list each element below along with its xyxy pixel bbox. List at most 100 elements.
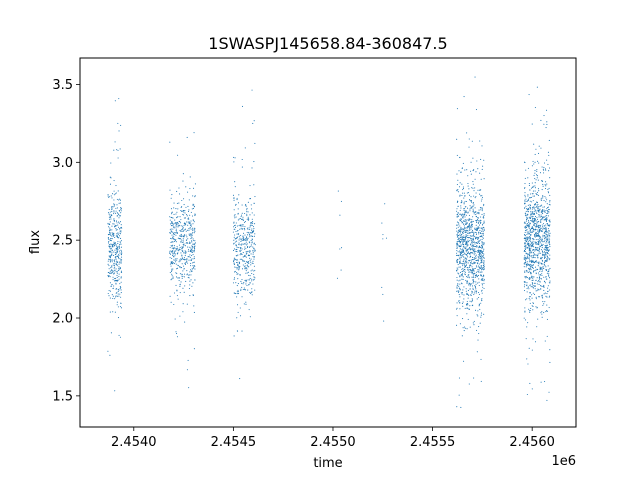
data-point xyxy=(191,228,193,230)
data-point xyxy=(481,261,483,263)
data-point xyxy=(533,270,535,272)
data-point xyxy=(533,223,535,225)
data-point xyxy=(183,204,185,206)
data-point xyxy=(111,254,113,256)
data-point xyxy=(465,262,467,264)
data-point xyxy=(172,255,174,257)
data-point xyxy=(534,190,536,192)
data-point xyxy=(532,266,534,268)
data-point xyxy=(172,231,174,233)
data-point xyxy=(477,222,479,224)
data-point xyxy=(120,243,122,245)
data-point xyxy=(535,306,537,308)
data-point xyxy=(467,251,469,253)
data-point xyxy=(547,212,549,214)
data-point xyxy=(530,251,532,253)
data-point xyxy=(474,76,476,78)
data-point xyxy=(187,246,189,248)
data-point xyxy=(109,247,111,249)
data-point xyxy=(532,309,534,311)
data-point xyxy=(118,199,120,201)
data-point xyxy=(473,190,475,192)
data-point xyxy=(464,269,466,271)
data-point xyxy=(236,240,238,242)
data-point xyxy=(116,265,118,267)
data-point xyxy=(457,251,459,253)
data-point xyxy=(188,274,190,276)
data-point xyxy=(539,238,541,240)
data-point xyxy=(473,236,475,238)
data-point xyxy=(189,256,191,258)
data-point xyxy=(480,262,482,264)
data-point xyxy=(173,259,175,261)
data-point xyxy=(239,237,241,239)
data-point xyxy=(469,240,471,242)
data-point xyxy=(476,271,478,273)
data-point xyxy=(458,287,460,289)
data-point xyxy=(109,257,111,259)
data-point xyxy=(535,273,537,275)
data-point xyxy=(253,202,255,204)
data-point xyxy=(546,399,548,401)
data-point xyxy=(109,223,111,226)
data-point xyxy=(539,266,541,268)
data-point xyxy=(458,273,460,275)
data-point xyxy=(174,231,176,234)
data-point xyxy=(182,243,184,246)
data-point xyxy=(241,278,243,281)
data-point xyxy=(170,245,172,247)
data-point xyxy=(235,255,237,257)
data-point xyxy=(539,281,541,283)
data-point xyxy=(542,195,544,197)
data-point xyxy=(538,277,540,279)
data-point xyxy=(183,217,185,219)
data-point xyxy=(531,297,533,299)
data-point xyxy=(536,170,538,172)
data-point xyxy=(470,301,472,303)
data-point xyxy=(471,271,474,274)
data-point xyxy=(535,209,537,211)
data-point xyxy=(111,232,113,234)
data-point xyxy=(541,296,543,298)
data-point xyxy=(181,263,183,265)
data-point xyxy=(112,264,114,266)
data-point xyxy=(182,227,184,229)
data-point xyxy=(182,239,184,241)
data-point xyxy=(480,302,482,304)
data-point xyxy=(546,258,548,260)
data-point xyxy=(236,248,238,250)
data-point xyxy=(469,294,471,296)
data-point xyxy=(237,291,239,293)
data-point xyxy=(246,238,248,240)
data-point xyxy=(467,234,469,237)
data-point xyxy=(186,236,188,238)
data-point xyxy=(114,249,116,251)
data-point xyxy=(191,236,193,238)
data-point xyxy=(476,266,478,268)
data-point xyxy=(475,283,477,285)
data-point xyxy=(529,249,531,251)
data-point xyxy=(544,232,546,234)
data-point xyxy=(546,251,548,253)
data-point xyxy=(254,142,256,144)
data-point xyxy=(171,257,173,259)
data-point xyxy=(478,293,480,295)
data-point xyxy=(337,190,339,192)
data-point xyxy=(466,258,468,260)
data-point xyxy=(535,290,537,292)
data-point xyxy=(172,251,174,253)
data-point xyxy=(477,269,479,271)
data-point xyxy=(549,280,551,282)
data-point xyxy=(527,363,529,365)
data-point xyxy=(524,203,526,205)
data-point xyxy=(113,285,115,287)
data-point xyxy=(116,212,118,214)
data-point xyxy=(244,262,246,264)
data-point xyxy=(172,244,174,246)
data-point xyxy=(475,259,477,262)
data-point xyxy=(547,206,549,209)
data-point xyxy=(189,224,191,226)
data-point xyxy=(470,161,472,163)
data-point xyxy=(463,208,465,210)
data-point xyxy=(246,246,249,249)
